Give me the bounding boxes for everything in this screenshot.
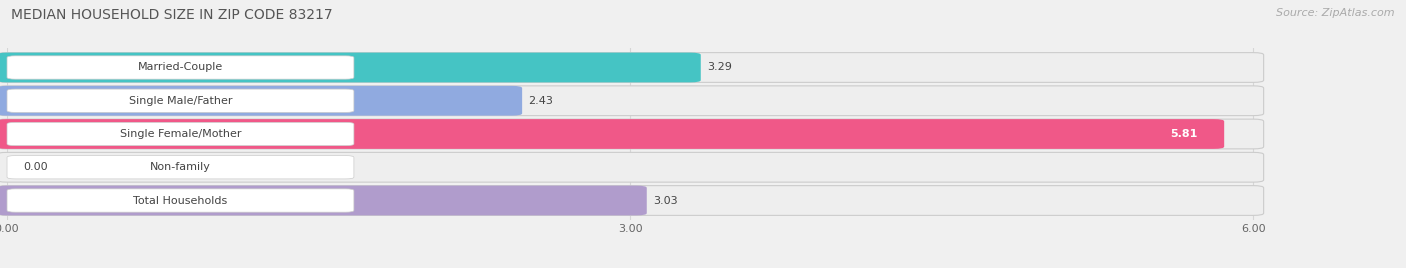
Text: Single Male/Father: Single Male/Father (129, 96, 232, 106)
Text: 5.81: 5.81 (1170, 129, 1197, 139)
Text: Married-Couple: Married-Couple (138, 62, 224, 72)
FancyBboxPatch shape (0, 119, 1264, 149)
FancyBboxPatch shape (7, 189, 354, 212)
Text: 3.03: 3.03 (652, 196, 678, 206)
FancyBboxPatch shape (0, 152, 1264, 182)
FancyBboxPatch shape (0, 86, 522, 116)
FancyBboxPatch shape (0, 186, 1264, 215)
Text: MEDIAN HOUSEHOLD SIZE IN ZIP CODE 83217: MEDIAN HOUSEHOLD SIZE IN ZIP CODE 83217 (11, 8, 333, 22)
FancyBboxPatch shape (0, 86, 1264, 116)
Text: Source: ZipAtlas.com: Source: ZipAtlas.com (1277, 8, 1395, 18)
FancyBboxPatch shape (0, 53, 700, 82)
FancyBboxPatch shape (7, 156, 354, 179)
FancyBboxPatch shape (7, 89, 354, 112)
FancyBboxPatch shape (0, 53, 1264, 82)
FancyBboxPatch shape (0, 186, 647, 215)
Text: Single Female/Mother: Single Female/Mother (120, 129, 242, 139)
Text: Non-family: Non-family (150, 162, 211, 172)
FancyBboxPatch shape (7, 56, 354, 79)
Text: 3.29: 3.29 (707, 62, 733, 72)
Text: Total Households: Total Households (134, 196, 228, 206)
FancyBboxPatch shape (0, 119, 1225, 149)
Text: 2.43: 2.43 (529, 96, 553, 106)
Text: 0.00: 0.00 (24, 162, 48, 172)
FancyBboxPatch shape (7, 122, 354, 146)
